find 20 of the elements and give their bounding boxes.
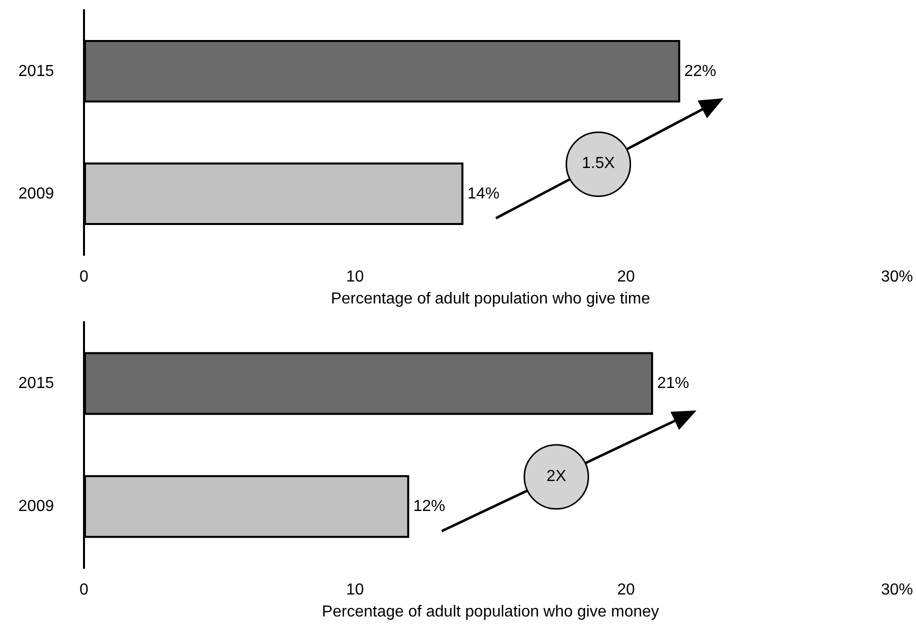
y-tick-label: 2009 bbox=[18, 185, 54, 202]
x-tick-label: 20 bbox=[617, 582, 635, 598]
annotation: 2X bbox=[546, 468, 566, 486]
data-label: 21% bbox=[657, 375, 690, 392]
x-tick-label: 20 bbox=[617, 268, 635, 286]
x-axis-title: Percentage of adult population who give time bbox=[330, 290, 650, 308]
data-label: 14% bbox=[467, 185, 500, 202]
x-tick-label: 10 bbox=[346, 268, 364, 286]
data-label: 12% bbox=[413, 498, 446, 515]
y-tick-label: 2015 bbox=[18, 375, 54, 392]
annotation: 1.5X bbox=[582, 155, 615, 174]
x-tick-label: 10 bbox=[346, 582, 364, 598]
y-tick-label: 2015 bbox=[18, 62, 54, 80]
x-tick-label: 30% bbox=[880, 582, 914, 598]
x-tick-label: 0 bbox=[80, 268, 89, 286]
x-axis-title: Percentage of adult population who give money bbox=[322, 604, 660, 620]
x-tick-label: 30% bbox=[880, 268, 914, 286]
y-tick-label: 2009 bbox=[18, 498, 54, 515]
data-label: 22% bbox=[684, 62, 716, 80]
x-tick-label: 0 bbox=[80, 582, 89, 598]
